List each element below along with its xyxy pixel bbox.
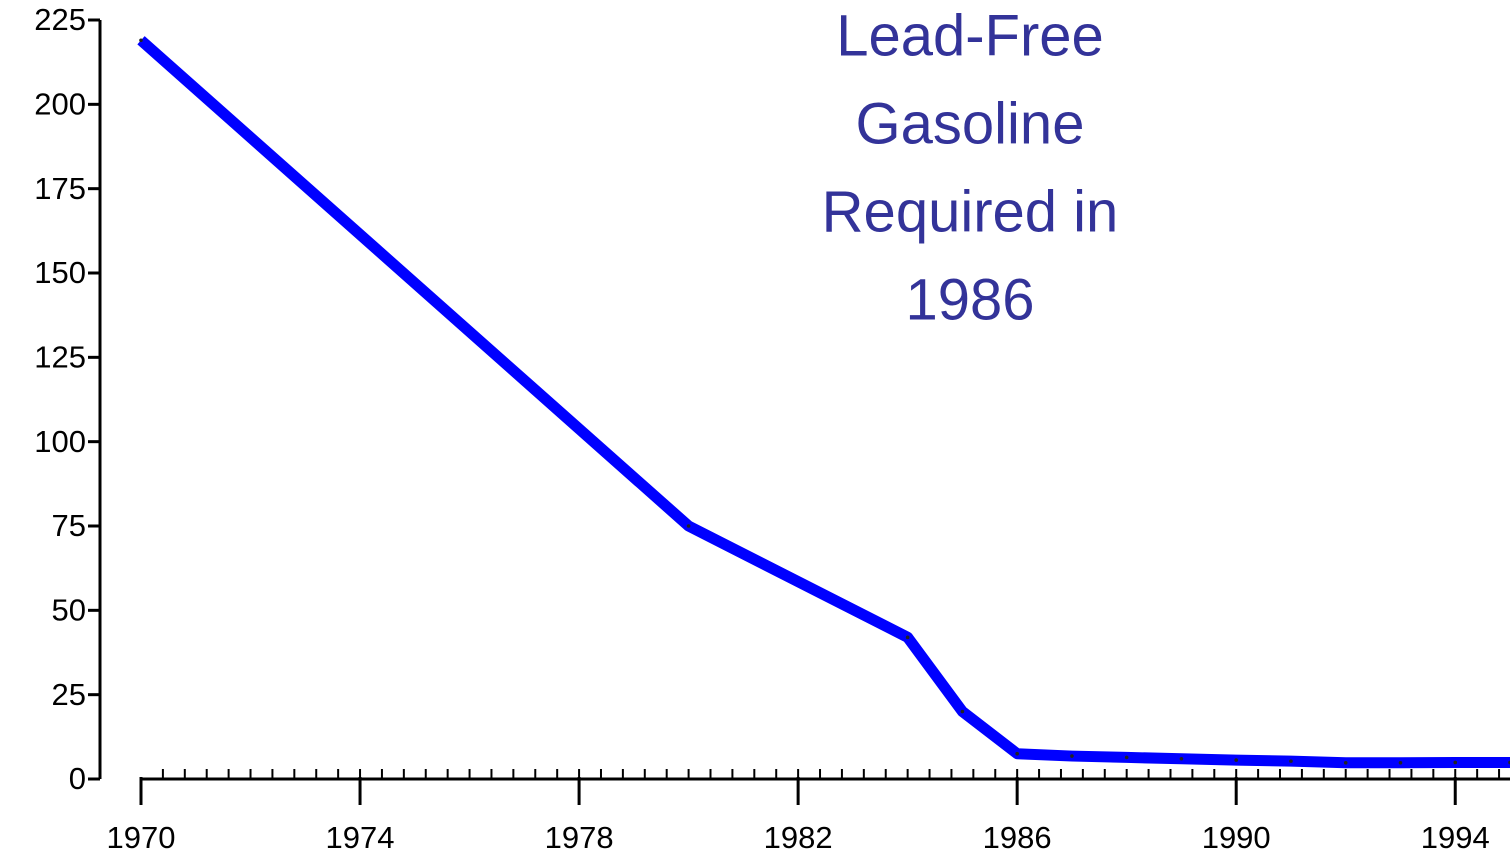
marker [1453, 760, 1458, 765]
y-tick-label: 50 [52, 593, 86, 628]
y-tick-label: 100 [34, 424, 86, 459]
y-tick-label: 125 [34, 340, 86, 375]
annotation: Lead-Free [836, 3, 1104, 68]
y-tick-label: 225 [34, 2, 86, 37]
marker [905, 635, 910, 640]
marker [1124, 755, 1129, 760]
marker [1015, 751, 1019, 756]
marker [1398, 761, 1403, 765]
x-tick-label: 1974 [326, 820, 395, 855]
x-tick-label: 1986 [983, 820, 1052, 855]
marker [686, 524, 691, 528]
marker [1289, 759, 1293, 763]
annotation: Gasoline [856, 91, 1085, 156]
marker [1070, 754, 1074, 758]
y-tick-label: 200 [34, 87, 86, 122]
line [137, 36, 1510, 769]
marker [139, 38, 143, 43]
annotation: 1986 [905, 267, 1034, 332]
y-tick-label: 75 [52, 508, 86, 543]
marker [960, 709, 965, 714]
marker [1234, 758, 1238, 762]
x-tick-label: 1990 [1202, 820, 1271, 855]
x-tick-label: 1978 [545, 820, 614, 855]
y-tick-label: 25 [52, 677, 86, 712]
annotation: Required in [822, 179, 1119, 244]
y-tick-label: 150 [34, 255, 86, 290]
x-tick-label: 1970 [107, 820, 176, 855]
y-tick-label: 0 [69, 761, 86, 796]
x-tick-label: 1994 [1421, 820, 1490, 855]
x-tick-label: 1982 [764, 820, 833, 855]
marker [1343, 761, 1348, 765]
y-tick-label: 175 [34, 171, 86, 206]
marker [1179, 756, 1184, 761]
